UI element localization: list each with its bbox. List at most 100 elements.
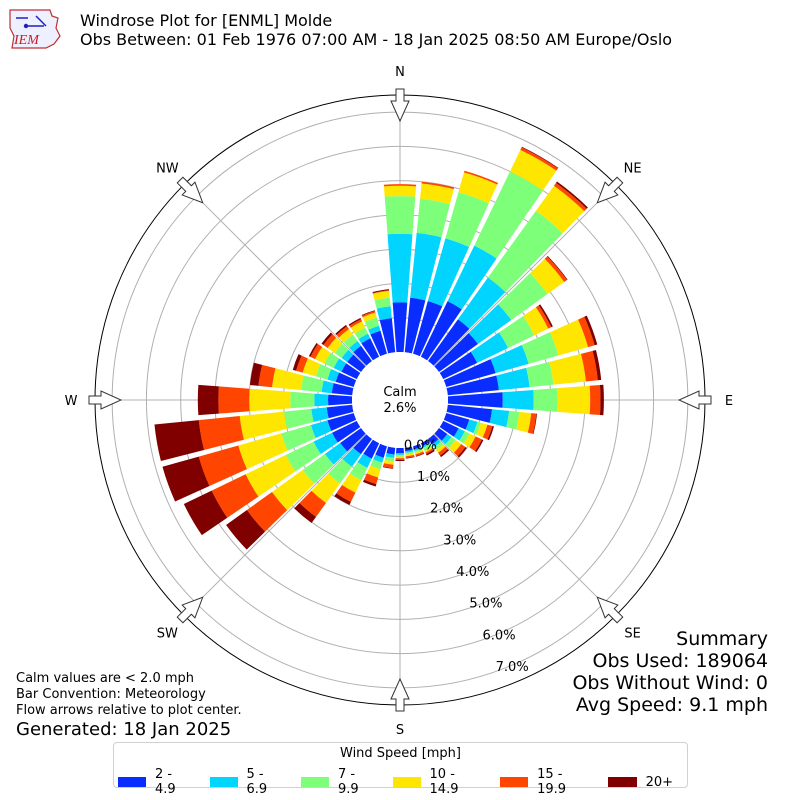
wind-bar-segment xyxy=(383,463,394,469)
summary-obs-used: Obs Used: 189064 xyxy=(592,650,768,672)
wind-bar-segment xyxy=(428,319,470,366)
wind-bar-segment xyxy=(404,446,413,452)
wind-bar-segment xyxy=(348,317,362,326)
wind-bar-segment xyxy=(415,453,425,457)
wind-bar-segment xyxy=(198,445,247,487)
wind-bar-segment xyxy=(557,385,591,415)
wind-bar-segment xyxy=(422,442,430,448)
wind-bar-segment xyxy=(341,349,354,362)
logo-text: IEM xyxy=(13,33,40,48)
wind-bar-segment xyxy=(395,454,405,457)
wind-bar-segment xyxy=(324,443,348,465)
wind-bar-segment xyxy=(533,388,558,412)
wind-bar-segment xyxy=(532,413,538,435)
legend-swatch xyxy=(500,777,529,787)
wind-bar-segment xyxy=(544,256,567,283)
wind-bar-segment xyxy=(498,273,548,321)
wind-bar-segment xyxy=(395,458,405,460)
wind-bar-segment xyxy=(490,344,529,374)
compass-label: W xyxy=(65,394,78,409)
wind-bar-segment xyxy=(315,346,331,364)
wind-bar-segment xyxy=(285,441,321,472)
wind-bar-segment xyxy=(476,422,488,438)
wind-bar-segment xyxy=(321,380,334,394)
wind-bar-segment xyxy=(226,509,266,550)
wind-bar-segment xyxy=(340,428,366,452)
wind-bar-segment xyxy=(475,439,484,453)
wind-bar-segment xyxy=(294,503,317,524)
wind-bar-segment xyxy=(420,439,429,447)
wind-bar-segment xyxy=(313,432,338,455)
wind-bar-segment xyxy=(311,407,329,423)
legend-swatch xyxy=(118,777,147,787)
wind-bar-segment xyxy=(426,449,435,456)
wind-bar-segment xyxy=(446,404,493,423)
wind-bar-segment xyxy=(489,409,510,428)
wind-bar-segment xyxy=(465,419,478,434)
wind-bar-segment xyxy=(428,434,439,445)
wind-bar-segment xyxy=(395,456,405,459)
flow-arrow-icon xyxy=(596,596,624,624)
wind-bar-segment xyxy=(439,420,459,437)
wind-bar-segment xyxy=(334,343,349,358)
flow-arrow-shape xyxy=(390,88,410,123)
wind-bar-segment xyxy=(405,449,414,453)
flow-arrow-shape xyxy=(596,176,624,204)
calm-label: Calm xyxy=(383,385,416,400)
wind-bar-segment xyxy=(526,361,554,388)
wind-bar-segment xyxy=(308,343,318,357)
compass-label: E xyxy=(725,394,733,409)
wind-bar-segment xyxy=(395,452,405,455)
wind-bar-segment xyxy=(211,474,259,518)
summary-obs-without-wind: Obs Without Wind: 0 xyxy=(572,672,768,694)
wind-bar-segment xyxy=(482,424,493,440)
wind-bar-segment xyxy=(599,384,604,416)
wind-bar-segment xyxy=(327,368,340,382)
wind-bar-segment xyxy=(336,326,349,338)
wind-bar-segment xyxy=(434,428,448,441)
wind-bar-segment xyxy=(364,473,379,485)
radial-tick-label: 6.0% xyxy=(483,628,516,643)
legend: Wind Speed [mph] 2 - 4.9 5 - 6.9 7 - 9.9… xyxy=(113,742,688,797)
wind-bar-segment xyxy=(405,451,414,455)
wind-bar-segment xyxy=(375,443,388,458)
legend-item: 5 - 6.9 xyxy=(209,767,288,797)
legend-item: 10 - 14.9 xyxy=(392,767,487,797)
legend-item: 15 - 19.9 xyxy=(500,767,594,797)
wind-bar-segment xyxy=(311,473,340,503)
wind-bar-segment xyxy=(584,315,598,346)
compass-label: SW xyxy=(157,627,178,642)
wind-bar-segment xyxy=(349,462,368,481)
legend-item: 20+ xyxy=(607,767,674,797)
wind-bar-segment xyxy=(434,441,444,451)
summary-box: Summary Obs Used: 189064 Obs Without Win… xyxy=(572,628,768,716)
wind-bar-segment xyxy=(453,428,465,441)
wind-bar-segment xyxy=(358,333,371,344)
wind-bar-segment xyxy=(520,147,558,171)
wind-bar-segment xyxy=(385,453,395,458)
summary-title: Summary xyxy=(676,628,768,650)
wind-bar-segment xyxy=(296,355,308,373)
legend-item: 7 - 9.9 xyxy=(301,767,379,797)
wind-bar-segment xyxy=(331,383,354,396)
wind-bar-segment xyxy=(383,184,417,187)
wind-bar-segment xyxy=(521,332,559,364)
legend-label: 2 - 4.9 xyxy=(155,767,176,797)
wind-bar-segment xyxy=(361,310,376,318)
flow-arrow-icon xyxy=(390,677,410,712)
wind-bar-segment xyxy=(549,319,589,356)
legend-label: 20+ xyxy=(645,774,674,790)
wind-bar-segment xyxy=(363,439,380,459)
wind-bar-segment xyxy=(302,358,321,377)
note-flow-arrows: Flow arrows relative to plot center. xyxy=(16,703,242,718)
wind-bar-segment xyxy=(416,198,450,238)
wind-bar-segment xyxy=(372,290,390,301)
flow-arrow-icon xyxy=(390,88,410,123)
wind-bar-segment xyxy=(458,277,506,329)
legend-swatch xyxy=(301,777,330,787)
wind-bar-segment xyxy=(427,238,470,307)
wind-bar-segment xyxy=(420,301,462,361)
wind-bar-segment xyxy=(335,324,347,335)
wind-bar-segment xyxy=(384,196,416,235)
grid-spoke xyxy=(183,183,367,367)
